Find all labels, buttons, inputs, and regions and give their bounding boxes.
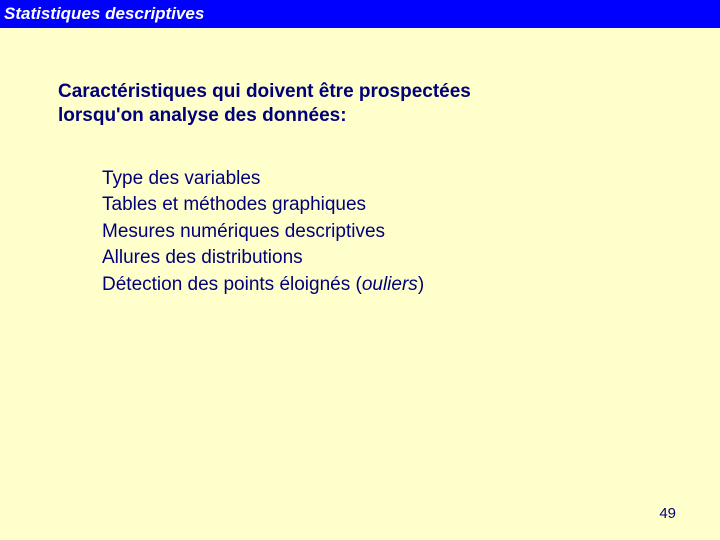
list-item: Allures des distributions — [102, 245, 720, 272]
list-item: Type des variables — [102, 166, 720, 193]
bullet-list: Type des variables Tables et méthodes gr… — [58, 166, 720, 299]
last-item-prefix: Détection des points éloignés ( — [102, 274, 362, 295]
slide-header: Statistiques descriptives — [0, 0, 720, 28]
list-item-last: Détection des points éloignés (ouliers) — [102, 272, 720, 299]
intro-line-1: Caractéristiques qui doivent être prospe… — [58, 80, 720, 104]
slide-title: Statistiques descriptives — [4, 4, 204, 24]
list-item: Mesures numériques descriptives — [102, 219, 720, 246]
slide-content: Caractéristiques qui doivent être prospe… — [0, 28, 720, 298]
list-item: Tables et méthodes graphiques — [102, 192, 720, 219]
intro-text: Caractéristiques qui doivent être prospe… — [58, 80, 720, 128]
last-item-suffix: ) — [418, 274, 424, 295]
page-number: 49 — [659, 505, 676, 522]
last-item-italic: ouliers — [362, 274, 418, 295]
intro-line-2: lorsqu'on analyse des données: — [58, 104, 720, 128]
